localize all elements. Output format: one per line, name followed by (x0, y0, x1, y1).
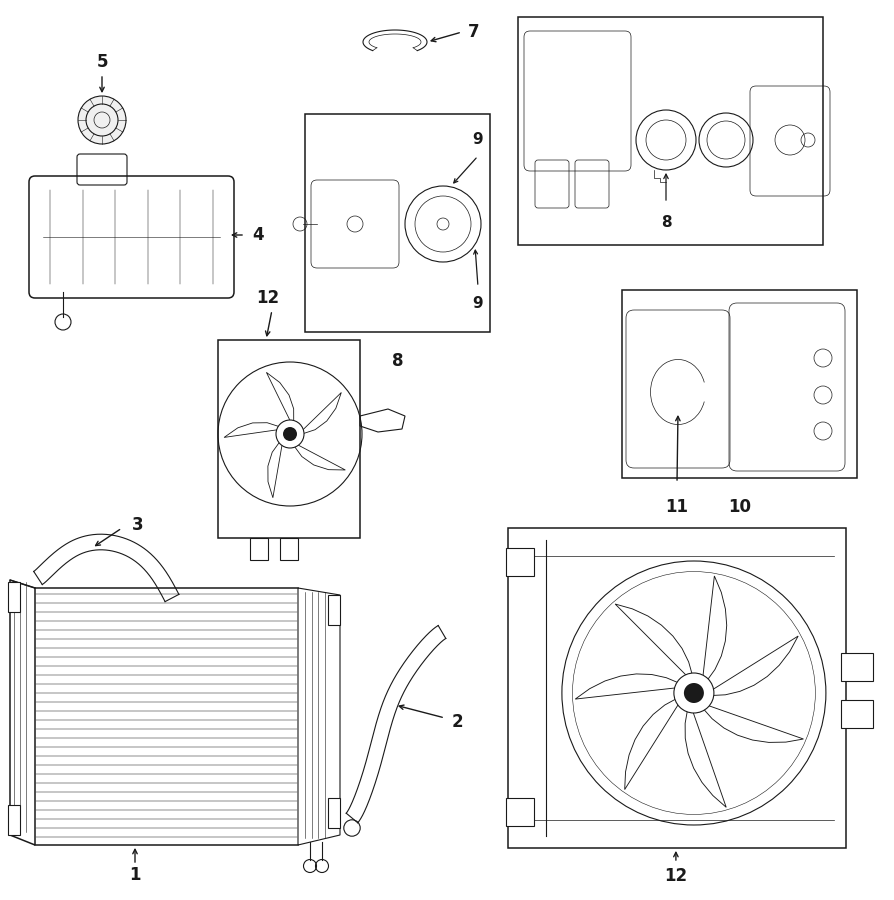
Bar (518, 17, 823, 245)
Bar (218, 340, 360, 538)
Bar (506, 798, 534, 826)
Text: 3: 3 (132, 516, 144, 534)
Text: 5: 5 (97, 53, 108, 71)
Bar (622, 290, 857, 478)
Bar (508, 528, 846, 848)
Text: 7: 7 (468, 23, 479, 41)
Circle shape (674, 673, 714, 713)
Bar (841, 700, 873, 728)
Text: 9: 9 (473, 131, 484, 147)
Bar (328, 595, 340, 625)
Circle shape (283, 427, 297, 441)
Circle shape (78, 96, 126, 144)
Circle shape (276, 420, 304, 448)
Text: 10: 10 (728, 498, 751, 516)
Bar (8, 805, 20, 835)
Bar (328, 798, 340, 828)
Text: 9: 9 (473, 296, 484, 311)
Text: 2: 2 (452, 713, 464, 731)
Text: 4: 4 (252, 226, 264, 244)
Text: 11: 11 (665, 498, 688, 516)
Bar (280, 538, 298, 560)
Text: 12: 12 (257, 289, 280, 307)
Text: 1: 1 (130, 866, 140, 884)
Bar (305, 114, 490, 332)
Bar (506, 548, 534, 576)
Text: 12: 12 (664, 867, 687, 885)
Bar (841, 653, 873, 681)
Text: 8: 8 (392, 352, 403, 370)
Bar (8, 582, 20, 612)
Bar (250, 538, 268, 560)
Text: 8: 8 (661, 215, 671, 230)
Circle shape (684, 683, 704, 703)
